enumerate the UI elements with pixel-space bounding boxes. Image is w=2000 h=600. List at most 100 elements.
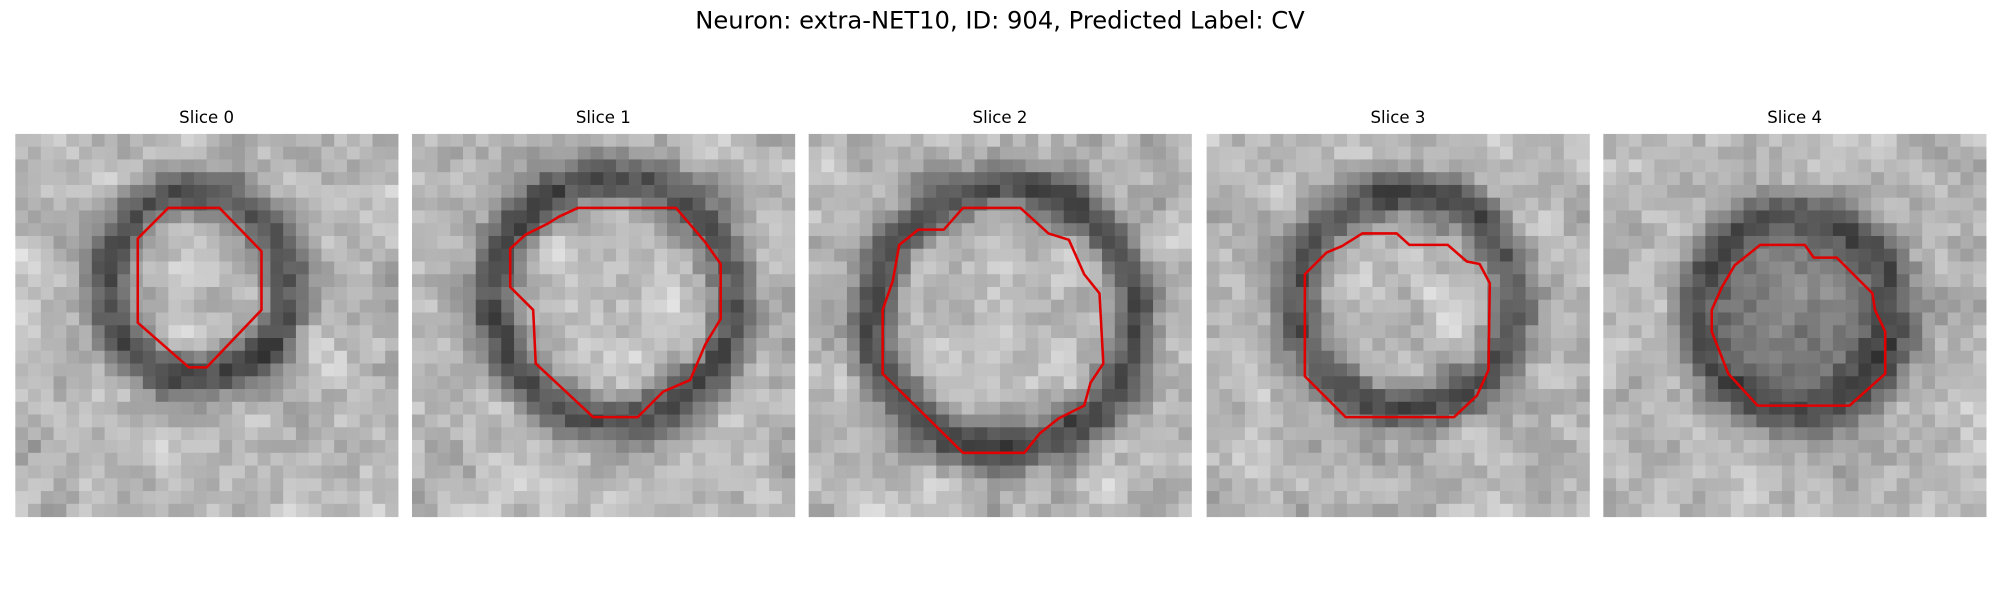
image-pixel (244, 261, 259, 275)
image-pixel (910, 261, 924, 275)
image-pixel (1012, 184, 1027, 199)
image-pixel (1807, 184, 1821, 199)
image-pixel (1858, 350, 1872, 365)
image-pixel (667, 478, 681, 492)
image-pixel (1576, 235, 1590, 250)
image-pixel (834, 389, 848, 403)
image-pixel (1628, 376, 1643, 390)
image-pixel (1165, 184, 1180, 199)
image-pixel (539, 248, 553, 262)
image-pixel (1295, 159, 1310, 173)
image-pixel (501, 478, 515, 492)
image-pixel (193, 223, 208, 237)
image-pixel (1102, 503, 1116, 518)
image-pixel (1832, 376, 1847, 390)
image-pixel (1525, 274, 1539, 288)
image-pixel (155, 223, 169, 237)
image-pixel (1334, 440, 1348, 454)
image-pixel (283, 210, 297, 224)
image-pixel (1423, 172, 1437, 186)
image-pixel (488, 440, 502, 454)
image-pixel (411, 197, 426, 211)
image-pixel (730, 286, 745, 301)
image-pixel (1692, 401, 1706, 416)
image-pixel (1730, 248, 1745, 262)
image-pixel (565, 274, 579, 288)
image-pixel (1219, 172, 1233, 186)
image-pixel (1730, 184, 1745, 199)
image-pixel (885, 440, 899, 454)
image-pixel (1051, 401, 1065, 416)
image-pixel (1102, 376, 1116, 390)
image-pixel (91, 389, 106, 403)
image-pixel (1076, 248, 1090, 262)
image-pixel (1616, 491, 1630, 505)
image-pixel (1603, 197, 1617, 211)
image-pixel (667, 389, 681, 403)
image-pixel (577, 503, 592, 518)
image-pixel (1794, 325, 1808, 339)
image-pixel (359, 325, 373, 339)
image-pixel (308, 223, 322, 237)
image-pixel (1102, 389, 1116, 403)
image-pixel (206, 325, 220, 339)
image-pixel (565, 235, 579, 250)
image-pixel (872, 414, 886, 428)
image-pixel (872, 159, 886, 173)
image-pixel (1295, 274, 1310, 288)
image-pixel (475, 338, 490, 352)
image-pixel (910, 274, 924, 288)
image-pixel (91, 235, 106, 250)
image-pixel (910, 184, 924, 199)
image-pixel (1769, 414, 1783, 428)
image-pixel (1165, 414, 1180, 428)
image-pixel (1769, 452, 1783, 467)
image-pixel (1140, 363, 1154, 377)
image-pixel (1372, 146, 1386, 160)
image-pixel (730, 312, 745, 326)
image-pixel (53, 235, 67, 250)
image-pixel (1102, 312, 1116, 326)
image-pixel (1628, 248, 1643, 262)
image-pixel (283, 172, 297, 186)
image-pixel (1807, 235, 1821, 250)
image-pixel (1410, 159, 1424, 173)
image-pixel (1244, 146, 1259, 160)
image-pixel (552, 248, 566, 262)
image-pixel (1448, 184, 1463, 199)
image-pixel (1038, 338, 1052, 352)
image-pixel (295, 338, 310, 352)
image-pixel (463, 184, 477, 199)
image-pixel (104, 452, 118, 467)
image-pixel (1038, 133, 1052, 148)
image-pixel (1257, 274, 1271, 288)
image-pixel (488, 197, 502, 211)
image-pixel (28, 427, 42, 441)
image-pixel (1525, 184, 1539, 199)
image-pixel (1525, 389, 1539, 403)
image-pixel (168, 338, 182, 352)
image-pixel (155, 146, 169, 160)
image-pixel (872, 503, 886, 518)
image-pixel (641, 286, 655, 301)
image-pixel (1512, 146, 1527, 160)
image-pixel (219, 478, 233, 492)
image-pixel (616, 440, 630, 454)
image-pixel (1705, 146, 1719, 160)
image-pixel (91, 299, 106, 314)
image-pixel (1820, 235, 1834, 250)
image-pixel (1832, 197, 1847, 211)
image-pixel (1038, 172, 1052, 186)
image-pixel (846, 223, 861, 237)
image-pixel (1474, 414, 1488, 428)
image-pixel (232, 401, 246, 416)
image-pixel (1705, 401, 1719, 416)
image-pixel (450, 159, 464, 173)
image-pixel (1858, 427, 1872, 441)
image-pixel (730, 223, 745, 237)
image-pixel (257, 338, 271, 352)
image-pixel (1153, 133, 1167, 148)
image-pixel (885, 363, 899, 377)
image-pixel (590, 184, 604, 199)
image-pixel (79, 159, 93, 173)
